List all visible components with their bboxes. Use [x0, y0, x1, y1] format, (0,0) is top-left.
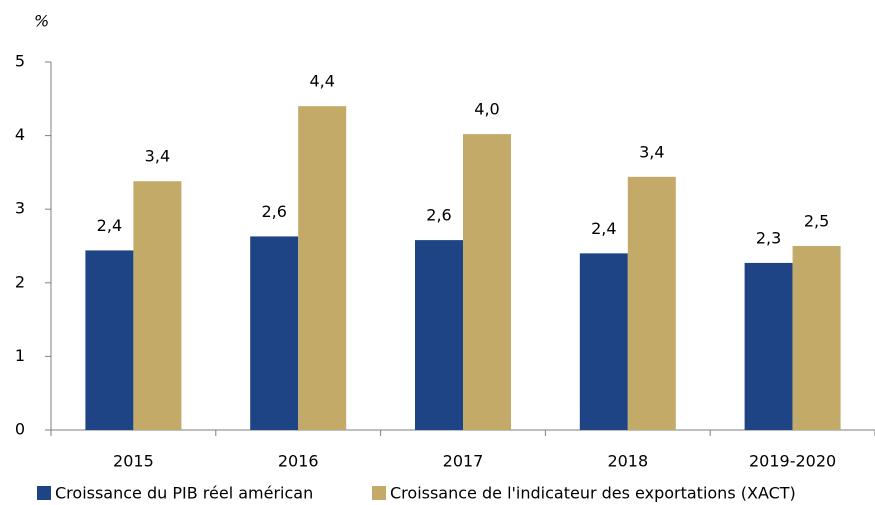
value-label: 2,4	[97, 216, 122, 235]
bar	[298, 106, 347, 430]
x-tick-label: 2015	[113, 452, 154, 471]
legend-label: Croissance de l'indicateur des exportati…	[390, 484, 796, 503]
bar	[250, 236, 299, 430]
bar	[415, 240, 463, 430]
bar	[579, 253, 628, 430]
x-tick-label: 2018	[607, 452, 648, 471]
bar	[463, 134, 511, 431]
value-label: 2,5	[804, 212, 829, 231]
value-label: 4,0	[474, 100, 499, 119]
bar	[133, 181, 182, 430]
x-tick-label: 2017	[443, 452, 484, 471]
bar	[792, 246, 841, 430]
legend-swatch	[37, 486, 51, 500]
y-tick-label: 5	[15, 52, 25, 71]
legend-label: Croissance du PIB réel américan	[55, 484, 313, 503]
y-tick-label: 2	[15, 272, 25, 291]
bar	[744, 262, 793, 430]
y-tick-label: 0	[15, 420, 25, 439]
x-tick-label: 2016	[278, 452, 319, 471]
value-label: 2,4	[591, 219, 616, 238]
value-label: 3,4	[639, 142, 664, 161]
y-tick-label: 1	[15, 346, 25, 365]
y-tick-label: 4	[15, 125, 25, 144]
value-label: 4,4	[309, 72, 334, 91]
x-tick-label: 2019-2020	[749, 452, 836, 471]
legend-swatch	[372, 486, 386, 500]
bar	[627, 176, 676, 430]
value-label: 2,3	[756, 228, 781, 247]
unit-label: %	[34, 12, 49, 31]
bar	[85, 250, 134, 430]
y-tick-label: 3	[15, 199, 25, 218]
value-label: 3,4	[145, 147, 170, 166]
value-label: 2,6	[426, 206, 451, 225]
value-label: 2,6	[261, 202, 286, 221]
